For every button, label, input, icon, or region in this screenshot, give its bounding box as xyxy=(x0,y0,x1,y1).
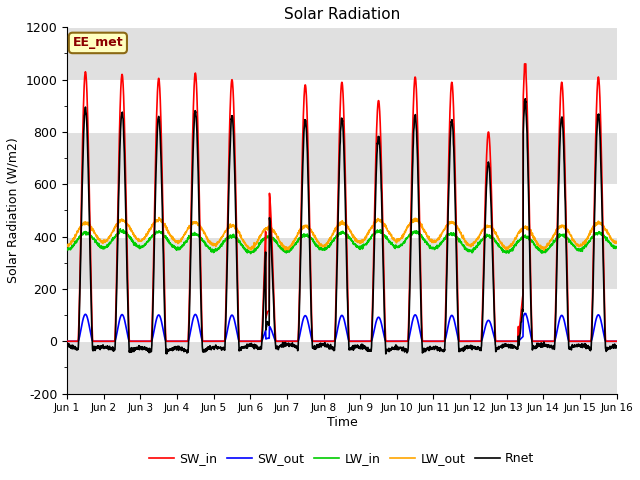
LW_out xyxy=(63,244,71,250)
LW_out xyxy=(540,247,548,253)
LW_out xyxy=(580,240,588,246)
Rnet xyxy=(63,341,71,347)
LW_out xyxy=(502,245,509,251)
LW_out xyxy=(613,240,621,245)
X-axis label: Time: Time xyxy=(326,416,357,429)
LW_out xyxy=(370,219,378,225)
Text: EE_met: EE_met xyxy=(72,36,124,49)
SW_in xyxy=(502,338,509,344)
SW_in xyxy=(358,338,365,344)
LW_in xyxy=(564,236,572,242)
Title: Solar Radiation: Solar Radiation xyxy=(284,7,400,22)
Rnet xyxy=(502,342,509,348)
SW_out xyxy=(370,330,378,336)
Bar xyxy=(67,132,617,184)
Rnet xyxy=(370,274,378,280)
Line: SW_out: SW_out xyxy=(67,313,617,341)
LW_out xyxy=(358,238,365,244)
LW_in xyxy=(358,244,366,250)
SW_in xyxy=(613,338,621,344)
Rnet xyxy=(564,337,572,343)
Bar xyxy=(67,80,617,132)
SW_out xyxy=(216,338,224,344)
LW_in xyxy=(371,231,378,237)
SW_in xyxy=(564,322,572,328)
LW_in xyxy=(63,246,71,252)
Line: Rnet: Rnet xyxy=(67,99,617,354)
LW_out xyxy=(564,229,572,235)
SW_out xyxy=(580,338,588,344)
SW_in xyxy=(580,338,588,344)
SW_out xyxy=(502,338,509,344)
SW_in xyxy=(63,338,71,344)
Bar xyxy=(67,341,617,394)
Bar xyxy=(67,237,617,289)
SW_in xyxy=(216,338,224,344)
Line: LW_in: LW_in xyxy=(67,229,617,253)
Rnet xyxy=(522,96,529,102)
LW_in xyxy=(613,244,621,250)
Rnet xyxy=(580,343,588,348)
LW_in xyxy=(217,242,225,248)
SW_out xyxy=(63,338,71,344)
SW_in xyxy=(370,256,378,262)
SW_out xyxy=(358,338,365,344)
LW_in xyxy=(116,226,124,232)
LW_in xyxy=(247,251,255,256)
SW_out xyxy=(521,311,529,316)
Line: LW_out: LW_out xyxy=(67,217,617,250)
LW_out xyxy=(217,237,225,242)
Rnet xyxy=(358,341,365,347)
Line: SW_in: SW_in xyxy=(67,64,617,341)
Bar xyxy=(67,27,617,80)
Legend: SW_in, SW_out, LW_in, LW_out, Rnet: SW_in, SW_out, LW_in, LW_out, Rnet xyxy=(145,447,540,470)
Rnet xyxy=(613,343,621,349)
LW_in xyxy=(502,250,510,256)
SW_in xyxy=(521,61,529,67)
Bar xyxy=(67,184,617,237)
LW_out xyxy=(155,215,163,220)
Rnet xyxy=(382,351,390,357)
Bar xyxy=(67,289,617,341)
Y-axis label: Solar Radiation (W/m2): Solar Radiation (W/m2) xyxy=(7,138,20,283)
SW_out xyxy=(613,338,621,344)
Rnet xyxy=(216,346,224,351)
SW_out xyxy=(564,337,572,343)
LW_in xyxy=(580,244,588,250)
